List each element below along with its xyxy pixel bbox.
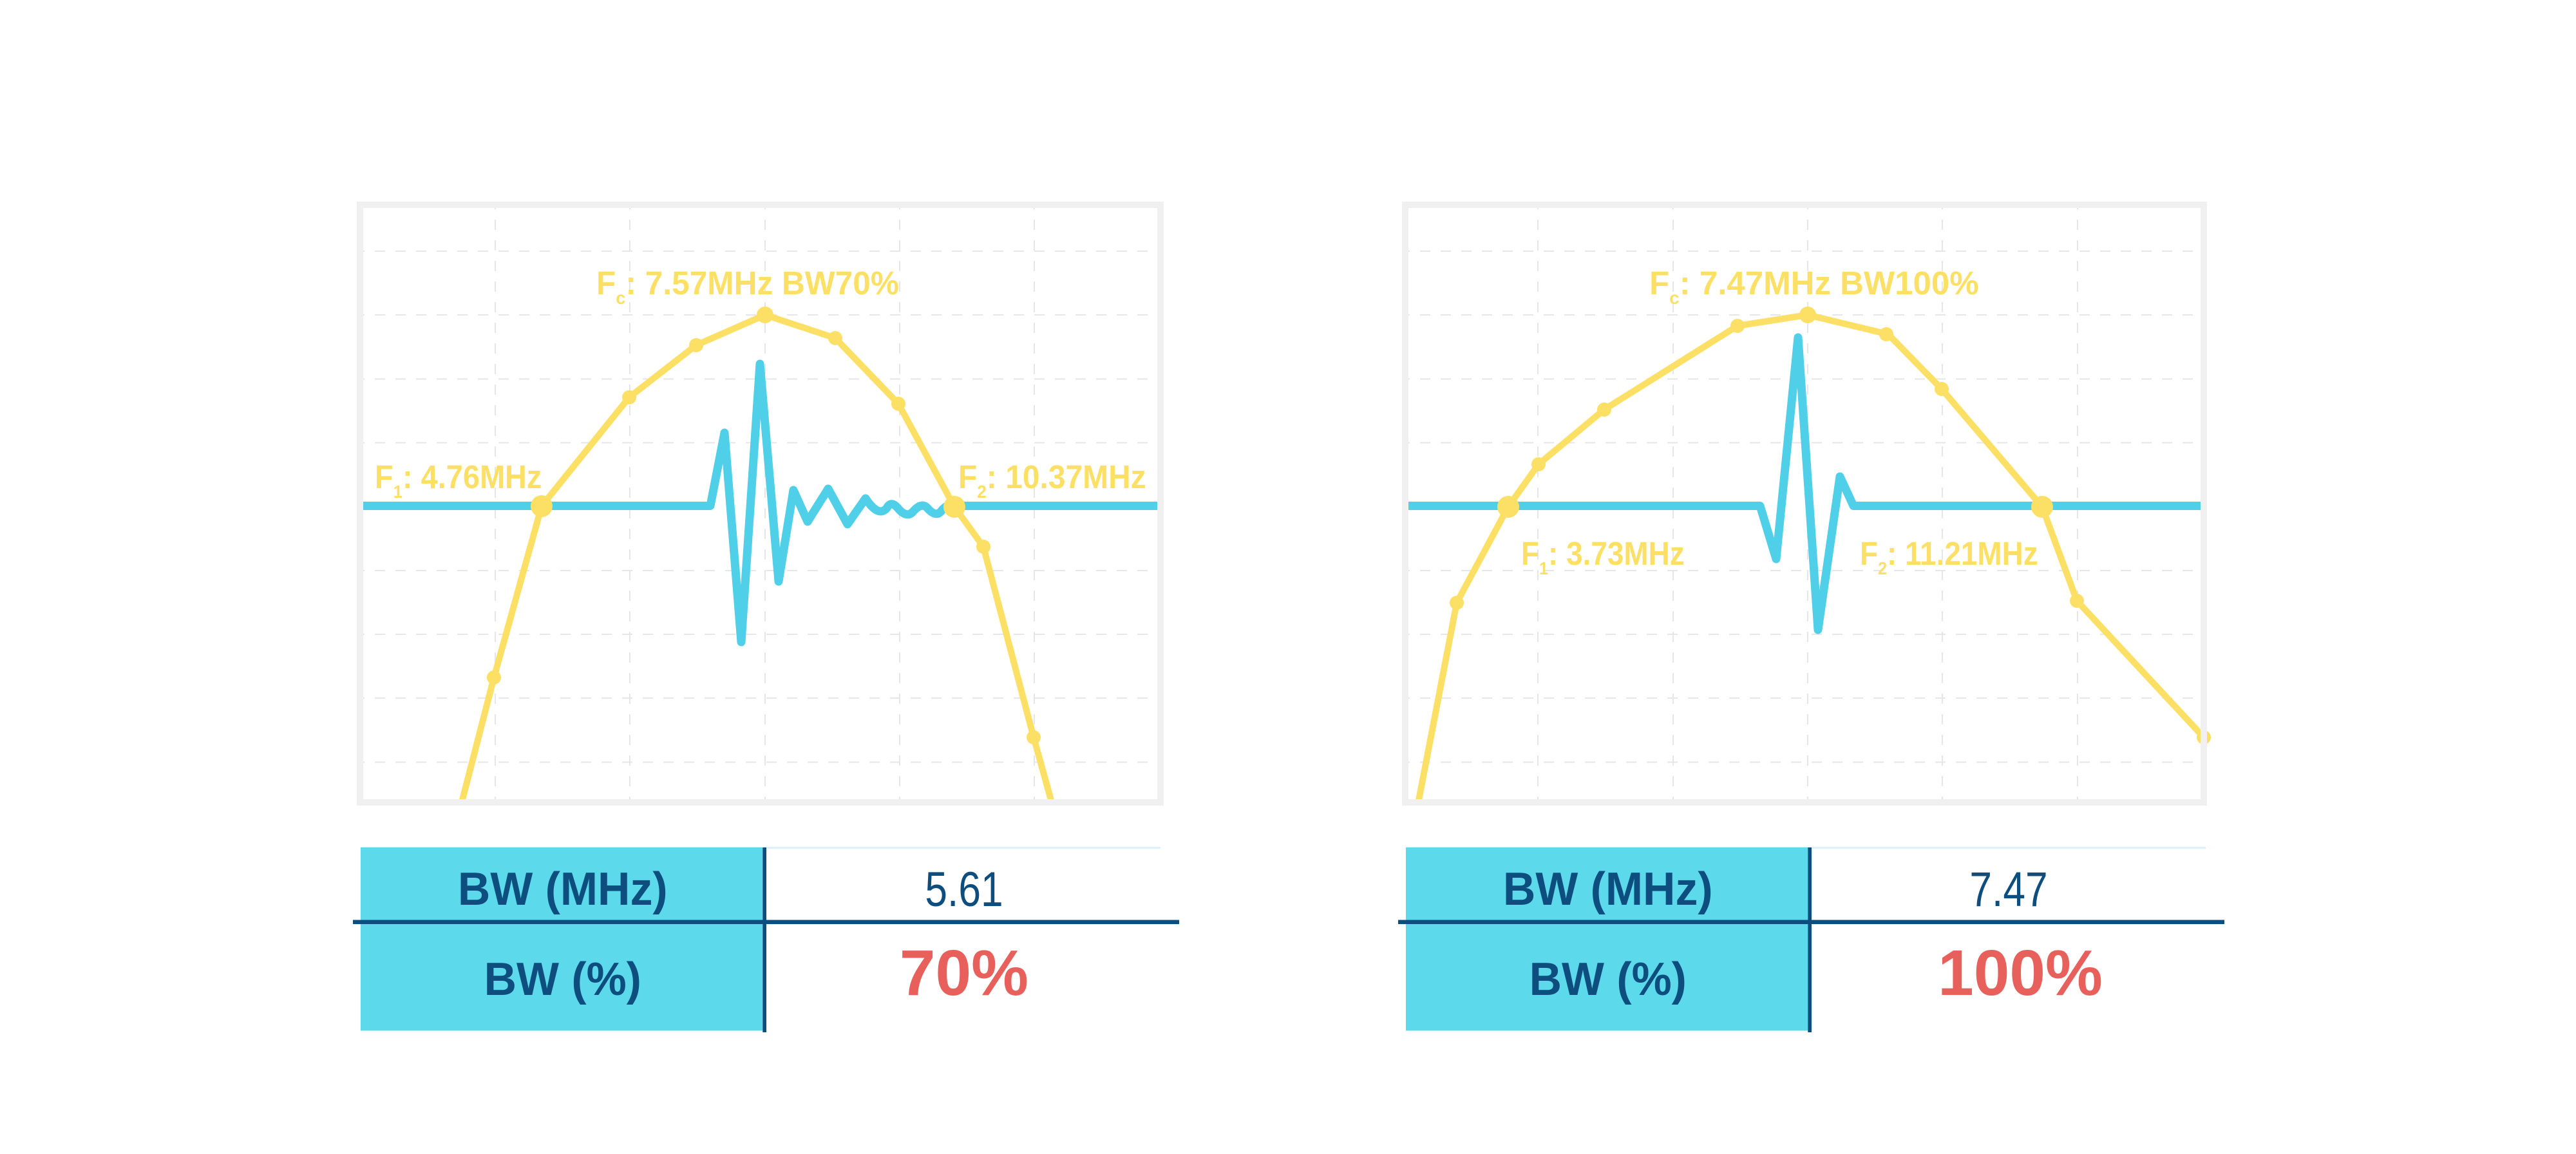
svg-text:BW (MHz): BW (MHz) [1503,864,1713,915]
svg-text:F2: 10.37MHz: F2: 10.37MHz [958,459,1146,502]
svg-text:100%: 100% [1938,937,2103,1009]
svg-text:Fc: 7.57MHz BW70%: Fc: 7.57MHz BW70% [596,264,899,308]
svg-text:F1: 4.76MHz: F1: 4.76MHz [375,459,542,502]
svg-text:BW (%): BW (%) [484,954,641,1005]
svg-text:7.47: 7.47 [1969,862,2047,916]
svg-text:F2: 11.21MHz: F2: 11.21MHz [1860,536,2038,579]
svg-text:70%: 70% [900,937,1028,1009]
svg-text:F1: 3.73MHz: F1: 3.73MHz [1521,536,1685,579]
svg-text:BW (MHz): BW (MHz) [458,864,668,915]
svg-text:5.61: 5.61 [925,862,1003,916]
svg-text:Fc: 7.47MHz BW100%: Fc: 7.47MHz BW100% [1649,265,1979,308]
svg-text:BW (%): BW (%) [1530,954,1687,1005]
